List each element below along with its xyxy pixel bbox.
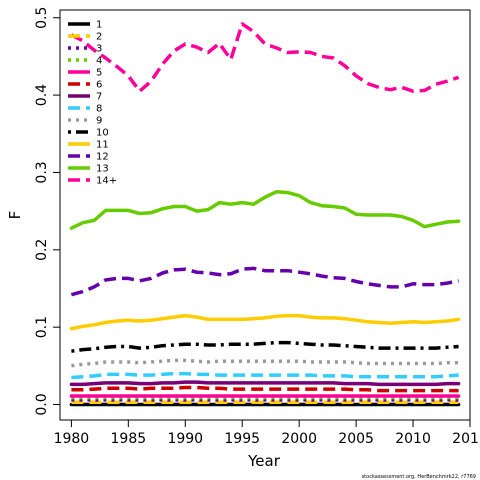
y-tick-label: 0.2 [34, 239, 50, 261]
y-tick-label: 0.1 [34, 316, 50, 338]
legend-label: 14+ [96, 176, 117, 187]
legend-label: 6 [96, 80, 102, 91]
x-tick-label: 2000 [281, 431, 317, 447]
x-axis-title: Year [247, 452, 281, 470]
y-tick-label: 0.3 [34, 161, 50, 183]
plot-box [59, 9, 471, 421]
credit-text: stockassessment.org, HerBenchmrk22, r776… [362, 474, 476, 480]
legend-label: 2 [96, 32, 102, 43]
legend-label: 9 [96, 116, 102, 127]
series-line-11 [69, 313, 461, 331]
legend-label: 4 [96, 56, 102, 67]
legend-label: 3 [96, 44, 102, 55]
y-tick-label: 0.5 [34, 7, 50, 29]
legend-label: 5 [96, 68, 102, 79]
series-line-9 [71, 358, 459, 368]
x-tick-label: 1985 [111, 431, 147, 447]
series-line-12 [70, 266, 459, 297]
legend-label: 7 [96, 92, 102, 103]
series-line-6 [71, 385, 459, 393]
series-line-10 [71, 340, 459, 353]
legend-label: 11 [96, 140, 109, 151]
legend-label: 13 [96, 164, 109, 175]
x-tick-label: 2015 [452, 431, 480, 447]
y-axis: 0.0 0.1 0.2 0.3 0.4 0.5 [34, 7, 60, 416]
x-tick-label: 1995 [224, 431, 260, 447]
legend-label: 12 [96, 152, 109, 163]
x-tick-label: 1980 [54, 431, 90, 447]
series-line-13 [69, 190, 461, 230]
x-tick-label: 1990 [167, 431, 203, 447]
legend-label: 10 [96, 128, 109, 139]
x-axis: 1980 1985 1990 1995 2000 2005 2010 2015 [54, 420, 480, 447]
series-line-7 [69, 380, 461, 387]
legend-label: 1 [96, 20, 102, 31]
legend-label: 8 [96, 104, 102, 115]
y-tick-label: 0.4 [34, 84, 50, 106]
y-axis-title: F [6, 211, 24, 220]
plot-frame [59, 9, 471, 421]
y-tick-label: 0.0 [34, 393, 50, 415]
series-line-8 [71, 371, 459, 380]
x-tick-label: 2005 [338, 431, 374, 447]
series-layer [69, 22, 461, 407]
series-line-14plus [70, 22, 460, 93]
x-tick-label: 2010 [395, 431, 431, 447]
